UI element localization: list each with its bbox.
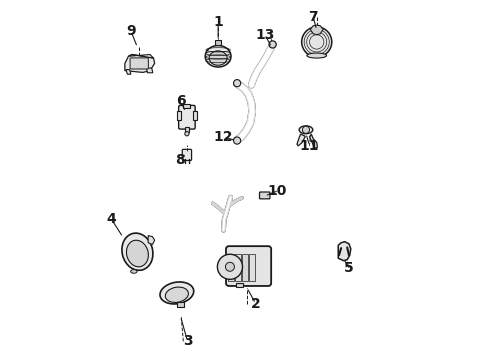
Ellipse shape [307, 53, 326, 58]
Ellipse shape [160, 282, 194, 304]
Polygon shape [147, 68, 153, 73]
Bar [185, 127, 189, 132]
Text: 8: 8 [175, 153, 185, 167]
Circle shape [269, 41, 276, 48]
Text: 7: 7 [308, 10, 318, 24]
Circle shape [302, 27, 332, 57]
Polygon shape [128, 54, 153, 58]
Polygon shape [310, 134, 318, 148]
Bar [242, 255, 248, 281]
Circle shape [185, 132, 189, 136]
Text: 10: 10 [268, 184, 287, 198]
FancyBboxPatch shape [130, 58, 148, 69]
Text: 12: 12 [214, 130, 233, 144]
Ellipse shape [299, 126, 313, 134]
FancyBboxPatch shape [260, 192, 270, 199]
Ellipse shape [225, 262, 234, 271]
Bar [215, 40, 221, 45]
Polygon shape [338, 242, 351, 261]
Bar [177, 302, 184, 307]
Bar [235, 255, 241, 281]
Ellipse shape [209, 51, 227, 65]
Text: 3: 3 [183, 334, 193, 348]
Ellipse shape [131, 270, 137, 273]
Bar [249, 255, 255, 281]
Polygon shape [148, 235, 155, 244]
Circle shape [218, 254, 243, 279]
FancyBboxPatch shape [226, 246, 271, 286]
FancyBboxPatch shape [182, 149, 192, 161]
Bar [236, 283, 243, 287]
Ellipse shape [205, 45, 231, 67]
Text: 9: 9 [126, 24, 136, 38]
Text: 1: 1 [213, 15, 223, 29]
Bar [177, 111, 181, 120]
Text: 4: 4 [107, 212, 117, 226]
FancyBboxPatch shape [179, 105, 195, 129]
Polygon shape [297, 134, 305, 146]
Text: 13: 13 [255, 28, 274, 42]
Text: 2: 2 [251, 297, 261, 311]
Text: 11: 11 [300, 139, 319, 153]
Ellipse shape [122, 233, 153, 270]
Ellipse shape [126, 240, 148, 267]
Ellipse shape [165, 287, 189, 302]
Polygon shape [126, 69, 131, 74]
Circle shape [302, 126, 310, 134]
Polygon shape [125, 54, 155, 72]
Bar [228, 255, 234, 281]
Polygon shape [310, 25, 323, 35]
Circle shape [234, 137, 241, 144]
Bar [193, 111, 196, 120]
Text: 6: 6 [175, 94, 185, 108]
Text: 5: 5 [344, 261, 354, 275]
Circle shape [234, 80, 241, 87]
Bar [183, 104, 191, 108]
